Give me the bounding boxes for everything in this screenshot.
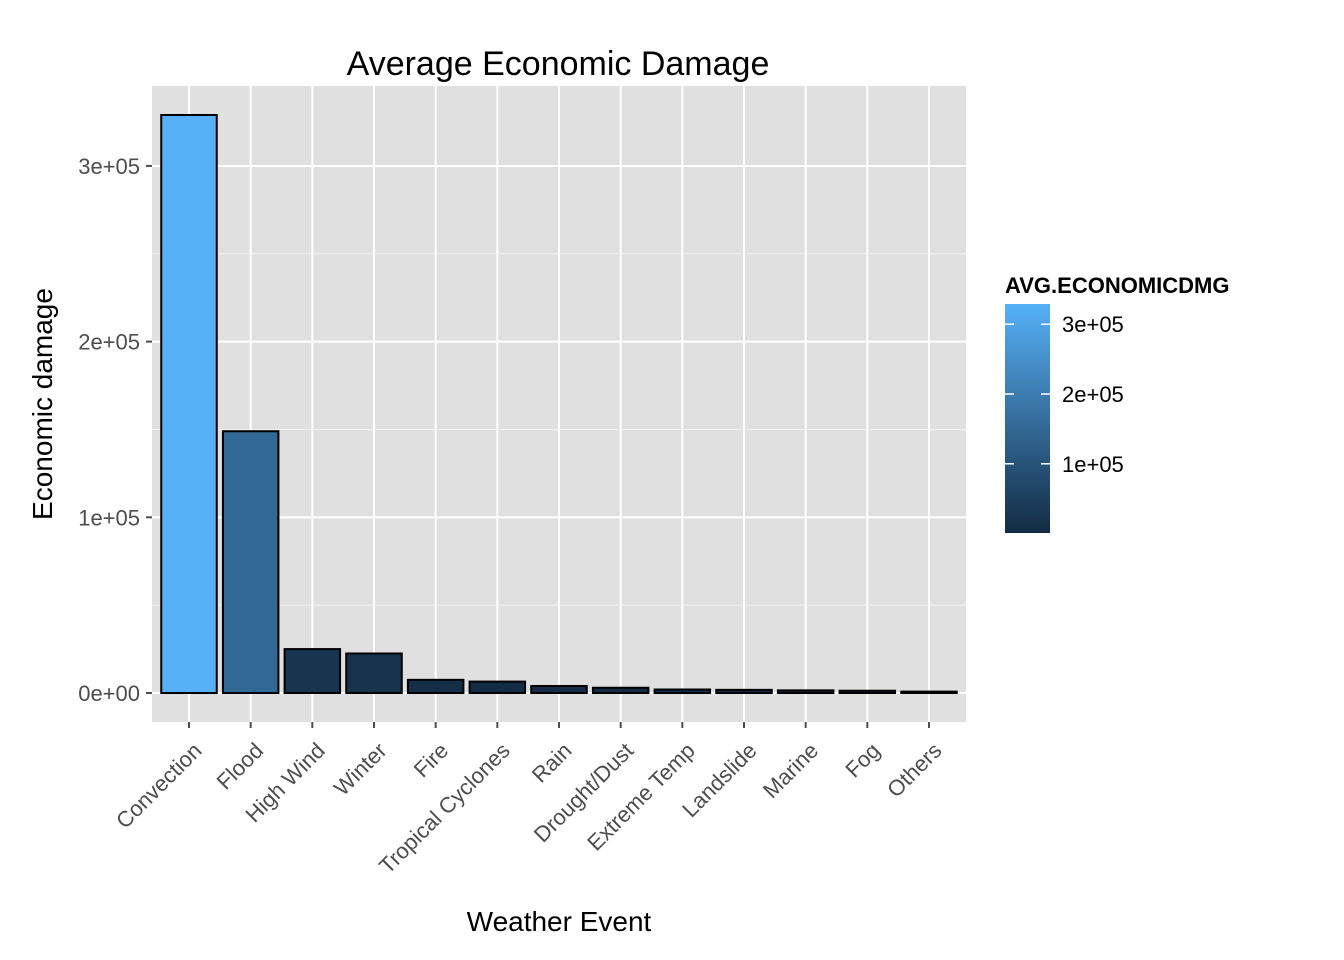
bar — [283, 648, 342, 695]
bar — [900, 690, 958, 695]
x-tick-label: Marine — [758, 738, 823, 803]
x-tick-label: Convection — [111, 738, 207, 834]
bar — [715, 688, 773, 695]
bar — [468, 680, 527, 695]
y-tick-label: 2e+05 — [78, 330, 140, 355]
bar — [838, 689, 897, 695]
legend-tick-label: 3e+05 — [1062, 312, 1124, 337]
legend-colorbar — [1005, 304, 1050, 533]
bars — [160, 113, 958, 695]
legend-tick-label: 2e+05 — [1062, 382, 1124, 407]
y-axis-title: Economic damage — [27, 288, 58, 520]
bar — [221, 430, 280, 695]
x-tick-label: Fire — [409, 738, 453, 782]
x-tick-label: Fog — [840, 738, 884, 782]
legend-tick-label: 1e+05 — [1062, 452, 1124, 477]
bar — [160, 113, 218, 695]
y-tick-label: 3e+05 — [78, 154, 140, 179]
x-tick-label: Winter — [329, 738, 392, 801]
chart-title: Average Economic Damage — [347, 45, 770, 83]
y-tick-label: 1e+05 — [78, 505, 140, 530]
y-axis: 0e+00 1e+05 2e+05 3e+05 — [78, 154, 152, 706]
legend-title: AVG.ECONOMICDMG — [1005, 273, 1229, 298]
y-tick-label: 0e+00 — [78, 681, 140, 706]
x-axis-title: Weather Event — [467, 906, 652, 937]
bar — [530, 684, 588, 695]
bar — [653, 688, 712, 695]
x-tick-label: Others — [882, 738, 946, 802]
bar — [345, 652, 403, 695]
bar — [776, 689, 835, 695]
legend-ticks: 1e+05 2e+05 3e+05 — [1005, 312, 1124, 477]
legend: AVG.ECONOMICDMG 1e+05 2e+05 3e+05 — [1005, 273, 1229, 533]
bar — [591, 686, 650, 695]
x-tick-label: Rain — [527, 738, 577, 788]
bar — [406, 678, 465, 695]
x-tick-label: Flood — [212, 738, 269, 795]
x-tick-label: Extreme Temp — [582, 738, 700, 856]
